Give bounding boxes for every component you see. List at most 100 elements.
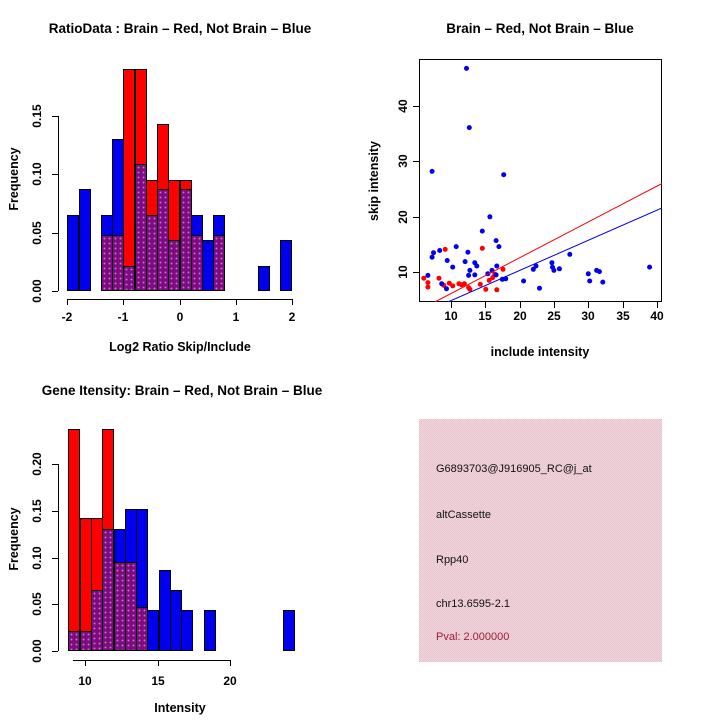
scatter-point-not_brain_blue (493, 272, 499, 278)
x-tick (67, 299, 68, 305)
x-tick-label: 40 (650, 309, 664, 323)
scatter-point-not_brain_blue (647, 264, 653, 270)
scatter-point-not_brain_blue (464, 65, 469, 71)
scatter-point-not_brain_blue (487, 214, 493, 220)
x-tick (451, 302, 452, 308)
x-tick-label: 15 (478, 309, 492, 323)
x-tick-label: 20 (513, 309, 527, 323)
hist-bar-overlap (180, 189, 192, 291)
y-tick-label: 0.00 (30, 639, 44, 663)
x-tick (657, 302, 658, 308)
scatter-point-not_brain_blue (466, 125, 472, 131)
scatter-x-axis-label: include intensity (490, 345, 590, 359)
hist-bar-blue (280, 240, 292, 291)
scatter-point-not_brain_blue (537, 285, 542, 291)
y-tick (413, 217, 419, 218)
ratio-hist-y-axis-label: Frequency (7, 147, 21, 211)
y-tick-label: 0.10 (30, 546, 44, 570)
hist-bar-overlap (123, 266, 135, 291)
genome-location-text: chr13.6595-2.1 (436, 598, 510, 610)
pval-text: Pval: 2.000000 (436, 631, 510, 643)
hist-bar-red (68, 429, 80, 651)
hist-bar-overlap (168, 240, 180, 291)
scatter-point-not_brain_blue (474, 263, 480, 269)
scatter-point-not_brain_blue (444, 258, 450, 263)
hist-bar-overlap (68, 631, 80, 651)
scatter-point-not_brain_blue (479, 228, 485, 234)
x-tick-label: 25 (547, 309, 561, 323)
y-tick (52, 291, 58, 292)
y-tick (52, 558, 58, 559)
scatter-point-not_brain_blue (530, 266, 536, 272)
hist-bar-blue (67, 215, 79, 291)
scatter-point-brain_red (425, 280, 431, 286)
scatter-point-brain_red (486, 277, 492, 283)
y-tick-label: 10 (396, 265, 410, 279)
probe-id-text: G6893703@J916905_RC@j_at (436, 463, 592, 475)
scatter-point-not_brain_blue (587, 278, 593, 284)
x-tick-label: 10 (444, 309, 458, 323)
x-tick (85, 660, 86, 666)
y-tick (413, 106, 419, 107)
scatter-point-not_brain_blue (465, 249, 471, 255)
scatter-point-brain_red (425, 284, 431, 290)
hist-bar-blue (283, 610, 295, 651)
scatter-point-brain_red (494, 287, 500, 293)
y-axis-line (58, 116, 59, 291)
scatter-point-not_brain_blue (501, 172, 507, 178)
fit-line-red_fit (434, 183, 662, 302)
x-tick (230, 660, 231, 666)
x-tick (485, 302, 486, 308)
x-tick (292, 299, 293, 305)
scatter-point-not_brain_blue (437, 248, 443, 253)
hist-bar-overlap (213, 235, 225, 291)
fit-line-blue_fit (447, 207, 662, 302)
x-tick-label: 2 (288, 310, 296, 324)
y-tick-label: 0.15 (30, 499, 44, 523)
scatter-point-brain_red (446, 280, 452, 286)
y-tick-label: 0.15 (30, 104, 44, 128)
scatter-point-not_brain_blue (439, 281, 445, 287)
ratio-hist-x-axis-label: Log2 Ratio Skip/Include (109, 340, 251, 354)
y-tick-label: 30 (396, 154, 410, 168)
scatter-point-brain_red (461, 281, 467, 287)
scatter-point-not_brain_blue (472, 272, 478, 278)
x-tick (158, 660, 159, 666)
x-tick (588, 302, 589, 308)
scatter-y-axis-label: skip intensity (367, 141, 381, 221)
scatter-point-not_brain_blue (585, 271, 591, 277)
scatter-point-not_brain_blue (466, 272, 472, 278)
gene-hist-y-axis-label: Frequency (7, 507, 21, 571)
scatter-point-not_brain_blue (453, 244, 459, 250)
x-tick-label: -2 (61, 310, 73, 324)
scatter-point-not_brain_blue (496, 244, 502, 250)
scatter-point-brain_red (467, 286, 473, 292)
hist-bar-red (123, 69, 135, 291)
gene-name-text: Rpp40 (436, 554, 469, 566)
scatter-point-not_brain_blue (556, 266, 562, 272)
scatter-plot-box (419, 59, 662, 302)
hist-bar-overlap (114, 562, 126, 651)
scatter-point-brain_red (421, 275, 427, 281)
scatter-point-not_brain_blue (551, 267, 557, 273)
hist-bar-blue (181, 610, 193, 651)
hist-bar-overlap (80, 631, 92, 651)
x-tick-label: 20 (223, 674, 237, 688)
scatter-point-not_brain_blue (462, 259, 468, 265)
scatter-point-not_brain_blue (450, 264, 456, 270)
y-tick (52, 116, 58, 117)
scatter-title: Brain – Red, Not Brain – Blue (446, 21, 634, 36)
y-tick-label: 0.20 (30, 452, 44, 476)
x-tick-label: 0 (176, 310, 184, 324)
x-tick-label: 1 (232, 310, 240, 324)
scatter-point-not_brain_blue (600, 279, 606, 285)
scatter-point-not_brain_blue (431, 250, 436, 256)
scatter-point-not_brain_blue (493, 238, 499, 244)
x-tick (520, 302, 521, 308)
x-tick (180, 299, 181, 305)
hist-bar-overlap (125, 562, 137, 651)
hist-bar-blue (79, 189, 91, 291)
x-tick (623, 302, 624, 308)
y-tick (52, 511, 58, 512)
scatter-point-not_brain_blue (596, 269, 602, 275)
